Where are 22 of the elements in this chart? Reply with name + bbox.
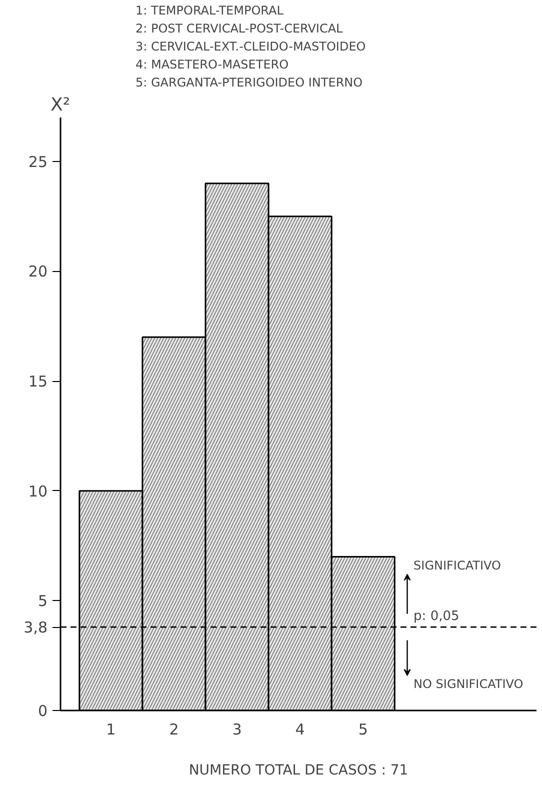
x-tick-label: 1 [106,720,116,738]
x-tick-label: 3 [232,720,242,738]
y-tick-label: 25 [28,152,48,171]
y-tick-label: 3,8 [24,618,48,637]
x-axis-title: NUMERO TOTAL DE CASOS : 71 [188,762,408,778]
text: SIGNIFICATIVO [414,558,501,573]
text: 4: MASETERO-MASETERO [136,58,289,72]
text: NO SIGNIFICATIVO [414,677,524,692]
annotation: p: 0,05 [414,609,460,624]
text: 1: TEMPORAL-TEMPORAL [136,4,284,18]
y-tick-label: 15 [28,372,48,391]
y-axis-title: X² [50,94,70,116]
y-tick-label: 5 [38,592,48,610]
x-tick-label: 5 [358,720,368,738]
x-tick-label: 2 [169,720,179,738]
y-tick-label: 0 [38,702,48,720]
text: 5: GARGANTA-PTERIGOIDEO INTERNO [136,76,363,90]
x-tick-label: 4 [295,720,305,738]
text: 2: POST CERVICAL-POST-CERVICAL [136,22,344,36]
text: 3: CERVICAL-EXT.-CLEIDO-MASTOIDEO [136,40,366,54]
y-tick-label: 20 [28,262,48,281]
y-tick-label: 10 [28,482,48,500]
